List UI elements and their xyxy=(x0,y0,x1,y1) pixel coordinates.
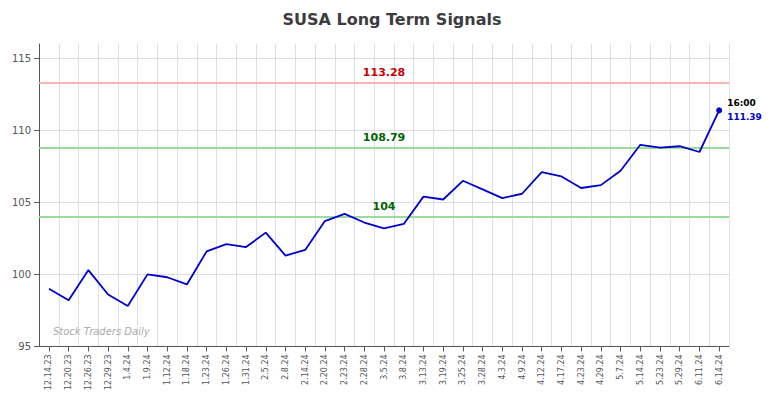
svg-text:5.23.24: 5.23.24 xyxy=(656,354,665,385)
svg-text:5.14.24: 5.14.24 xyxy=(636,354,645,385)
svg-text:2.20.24: 2.20.24 xyxy=(320,354,329,385)
svg-text:12.26.23: 12.26.23 xyxy=(84,354,93,390)
svg-text:3.5.24: 3.5.24 xyxy=(380,354,389,379)
svg-text:4.29.24: 4.29.24 xyxy=(596,354,605,385)
svg-text:SUSA Long Term Signals: SUSA Long Term Signals xyxy=(282,10,501,29)
svg-text:4.12.24: 4.12.24 xyxy=(537,354,546,385)
svg-text:6.14.24: 6.14.24 xyxy=(715,354,724,385)
svg-text:1.9.24: 1.9.24 xyxy=(143,354,152,379)
svg-text:110: 110 xyxy=(12,125,31,136)
svg-text:12.29.23: 12.29.23 xyxy=(104,354,113,390)
svg-text:104: 104 xyxy=(373,200,396,213)
svg-text:105: 105 xyxy=(12,197,31,208)
svg-text:115: 115 xyxy=(12,53,31,64)
svg-text:4.23.24: 4.23.24 xyxy=(577,354,586,385)
svg-text:16:00: 16:00 xyxy=(727,98,756,108)
svg-text:6.11.24: 6.11.24 xyxy=(695,354,704,385)
svg-text:3.25.24: 3.25.24 xyxy=(458,354,467,385)
svg-text:100: 100 xyxy=(12,269,31,280)
svg-text:3.28.24: 3.28.24 xyxy=(478,354,487,385)
svg-text:2.5.24: 2.5.24 xyxy=(261,354,270,379)
svg-text:5.7.24: 5.7.24 xyxy=(616,354,625,379)
svg-text:3.19.24: 3.19.24 xyxy=(439,354,448,385)
svg-text:111.39: 111.39 xyxy=(727,112,762,122)
svg-text:4.17.24: 4.17.24 xyxy=(557,354,566,385)
svg-text:5.29.24: 5.29.24 xyxy=(675,354,684,385)
svg-text:1.18.24: 1.18.24 xyxy=(182,354,191,385)
svg-text:1.26.24: 1.26.24 xyxy=(222,354,231,385)
svg-text:1.23.24: 1.23.24 xyxy=(202,354,211,385)
svg-text:1.31.24: 1.31.24 xyxy=(242,354,251,385)
svg-text:113.28: 113.28 xyxy=(363,66,405,79)
svg-text:1.4.24: 1.4.24 xyxy=(123,354,132,379)
svg-text:Stock Traders Daily: Stock Traders Daily xyxy=(53,326,151,337)
svg-text:2.23.24: 2.23.24 xyxy=(340,354,349,385)
svg-text:4.9.24: 4.9.24 xyxy=(518,354,527,379)
svg-text:12.20.23: 12.20.23 xyxy=(64,354,73,390)
svg-text:3.8.24: 3.8.24 xyxy=(399,354,408,379)
svg-text:12.14.23: 12.14.23 xyxy=(44,354,53,390)
svg-text:108.79: 108.79 xyxy=(363,131,405,144)
svg-text:3.13.24: 3.13.24 xyxy=(419,354,428,385)
svg-text:1.12.24: 1.12.24 xyxy=(163,354,172,385)
svg-text:2.14.24: 2.14.24 xyxy=(301,354,310,385)
svg-text:4.3.24: 4.3.24 xyxy=(498,354,507,379)
svg-text:2.8.24: 2.8.24 xyxy=(281,354,290,379)
svg-text:2.28.24: 2.28.24 xyxy=(360,354,369,385)
svg-text:95: 95 xyxy=(18,341,31,352)
